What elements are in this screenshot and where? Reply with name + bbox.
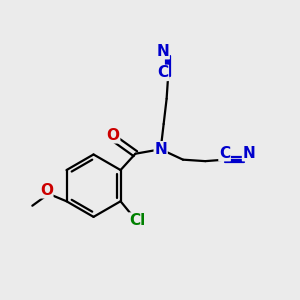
- Text: N: N: [243, 146, 255, 160]
- Text: N: N: [156, 44, 169, 59]
- Text: Cl: Cl: [129, 213, 145, 228]
- Text: O: O: [106, 128, 120, 143]
- Text: N: N: [154, 142, 167, 157]
- Text: C: C: [157, 65, 168, 80]
- Text: O: O: [40, 183, 53, 198]
- Text: C: C: [219, 146, 230, 160]
